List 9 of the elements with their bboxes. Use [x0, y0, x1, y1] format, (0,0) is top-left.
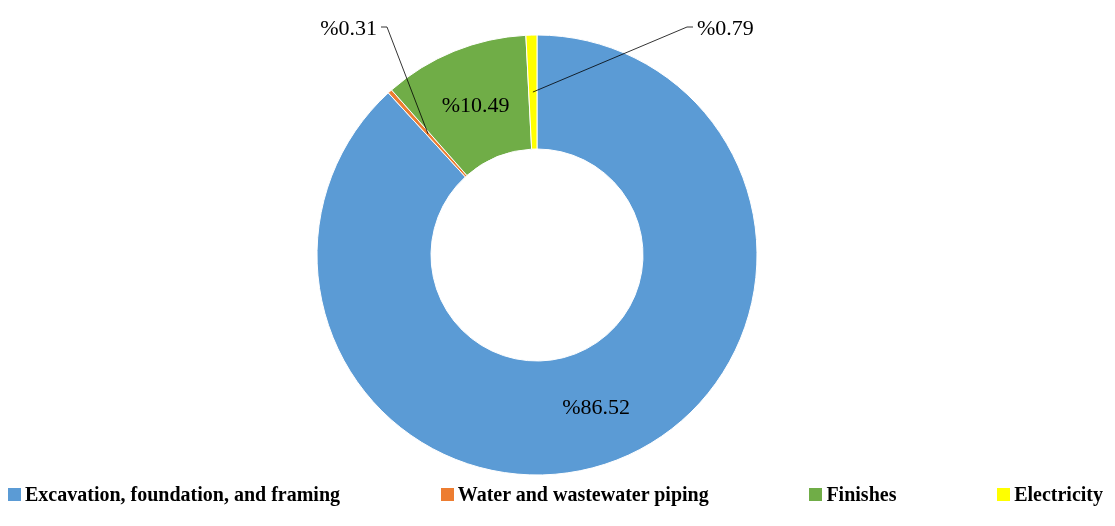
legend-label: Finishes: [826, 483, 897, 506]
donut-slice: [316, 34, 758, 476]
data-label: %0.31: [320, 14, 377, 40]
data-label: %86.52: [562, 394, 631, 420]
legend-label: Water and wastewater piping: [457, 483, 709, 506]
legend-label: Excavation, foundation, and framing: [25, 483, 341, 506]
data-label: %0.79: [697, 14, 754, 40]
data-label: %10.49: [441, 91, 510, 117]
legend-label: Electricity: [1014, 483, 1103, 506]
